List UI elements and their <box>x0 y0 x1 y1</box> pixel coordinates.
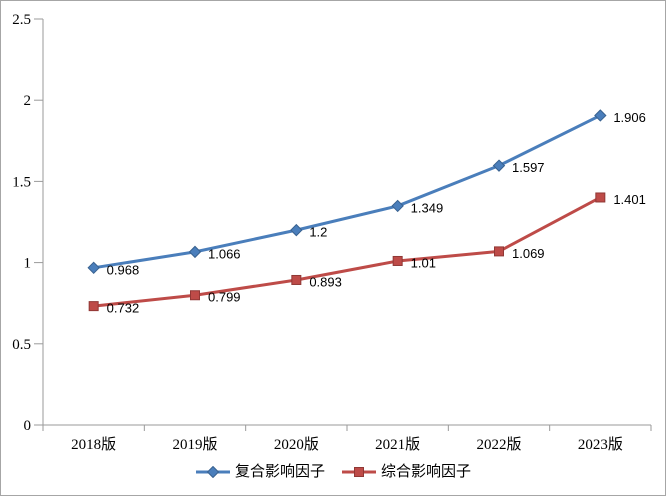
y-axis-tick-label: 2 <box>24 93 32 109</box>
data-label: 1.906 <box>613 110 646 125</box>
legend-item-composite-factor: 复合影响因子 <box>195 463 325 481</box>
series-0-marker-diamond <box>87 261 100 275</box>
series-1-marker-square <box>494 246 504 257</box>
x-axis-category-label: 2019版 <box>172 436 217 453</box>
y-axis-tick-label: 2.5 <box>12 12 31 28</box>
x-axis-category-label: 2021版 <box>375 436 420 453</box>
y-axis-tick-label: 0 <box>24 418 32 434</box>
data-label: 0.732 <box>107 301 140 316</box>
series-1-marker-square <box>291 274 302 285</box>
data-label: 0.799 <box>208 290 241 305</box>
series-0-line <box>92 113 602 270</box>
legend-label-comprehensive-factor: 综合影响因子 <box>381 463 472 480</box>
data-label: 0.893 <box>309 274 342 289</box>
y-axis-tick-label: 0.5 <box>12 337 31 353</box>
data-label: 1.2 <box>309 225 327 240</box>
series-0-marker-diamond <box>594 109 607 122</box>
x-axis-category-label: 2020版 <box>274 436 319 453</box>
data-label: 1.066 <box>208 246 241 261</box>
legend-item-comprehensive-factor: 综合影响因子 <box>341 463 471 481</box>
y-axis-tick-label: 1 <box>24 256 32 272</box>
data-label: 1.597 <box>512 160 545 175</box>
legend-line-diamond-icon <box>195 466 230 478</box>
series-1-marker-square <box>88 301 99 312</box>
x-axis-category-label: 2018版 <box>71 436 116 453</box>
series-0-marker-diamond <box>290 223 303 237</box>
x-axis-category-label: 2022版 <box>476 436 521 453</box>
series-1-marker-square <box>595 192 606 203</box>
chart-legend: 复合影响因子 综合影响因子 <box>1 463 665 481</box>
series-0-marker-diamond <box>188 245 202 259</box>
x-axis-category-label: 2023版 <box>578 436 623 453</box>
y-axis-tick-label: 1.5 <box>12 174 31 190</box>
data-label: 0.968 <box>107 262 140 277</box>
series-0-marker-diamond <box>492 159 506 172</box>
data-label: 1.401 <box>613 192 646 207</box>
data-label: 1.069 <box>512 246 545 261</box>
legend-line-square-icon <box>342 467 376 477</box>
data-label: 1.01 <box>411 255 436 270</box>
legend-label-composite-factor: 复合影响因子 <box>234 463 325 480</box>
series-1-marker-square <box>190 290 200 301</box>
series-1-marker-square <box>392 255 403 266</box>
series-0-marker-diamond <box>391 199 404 213</box>
series-1-line <box>92 195 602 308</box>
data-label: 1.349 <box>411 200 444 215</box>
